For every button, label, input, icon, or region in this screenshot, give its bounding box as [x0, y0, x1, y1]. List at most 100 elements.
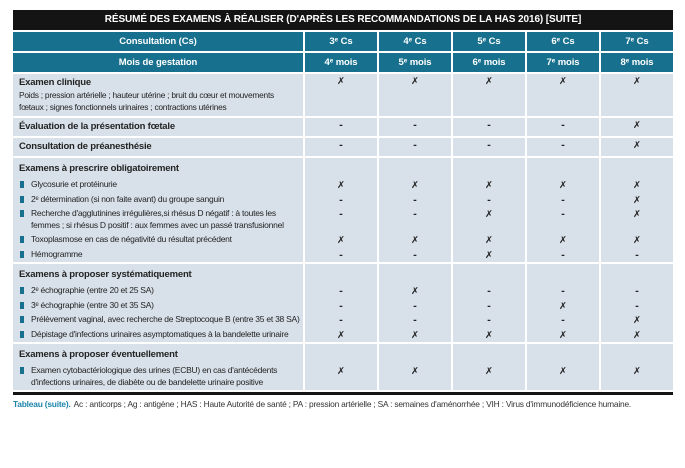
- mark-cell: -: [305, 207, 377, 233]
- mark-cell: ✗: [379, 74, 451, 116]
- empty-cell: [379, 344, 451, 364]
- mark-cell: ✗: [453, 207, 525, 233]
- bullet-square-icon: [20, 367, 24, 374]
- header-month-7: 7ᵉ mois: [527, 53, 599, 72]
- item-label-cell: Examen cytobactériologique des urines (E…: [13, 364, 303, 390]
- section-title: Examens à proposer systématiquement: [13, 264, 303, 284]
- header-cs-7: 7ᵉ Cs: [601, 32, 673, 51]
- mark-cell: ✗: [601, 178, 673, 193]
- table-caption: Tableau (suite). Ac : anticorps ; Ag : an…: [13, 399, 673, 410]
- mark-cell: -: [453, 298, 525, 313]
- mark-cell: ✗: [379, 233, 451, 248]
- item-label: 3ᵉ échographie (entre 30 et 35 SA): [31, 299, 154, 310]
- mark-cell: -: [379, 247, 451, 262]
- mark-cell: -: [527, 192, 599, 207]
- mark-cell: -: [379, 298, 451, 313]
- item-label-cell: Toxoplasmose en cas de négativité du rés…: [13, 233, 303, 248]
- header-gestation-label: Mois de gestation: [13, 53, 303, 72]
- bullet-square-icon: [20, 195, 24, 203]
- mark-cell: -: [527, 247, 599, 262]
- mark-cell: -: [305, 138, 377, 156]
- mark-cell: -: [527, 207, 599, 233]
- mark-cell: ✗: [601, 364, 673, 390]
- row-title: Examen clinique: [19, 77, 91, 88]
- empty-cell: [453, 264, 525, 284]
- mark-cell: -: [601, 298, 673, 313]
- mark-cell: ✗: [601, 74, 673, 116]
- item-label: 2ᵉ détermination (si non faite avant) du…: [31, 193, 225, 204]
- mark-cell: -: [305, 192, 377, 207]
- mark-cell: -: [453, 118, 525, 136]
- bullet-square-icon: [20, 301, 24, 309]
- item-label: Toxoplasmose en cas de négativité du rés…: [31, 234, 232, 244]
- bullet-square-icon: [20, 287, 24, 294]
- item-label-cell: Dépistage d'infections urinaires asympto…: [13, 327, 303, 342]
- item-label: 2ᵉ échographie (entre 20 et 25 SA): [31, 285, 154, 295]
- header-consultation-row: Consultation (Cs) 3ᵉ Cs 4ᵉ Cs 5ᵉ Cs 6ᵉ C…: [13, 32, 673, 51]
- header-cs-5: 5ᵉ Cs: [453, 32, 525, 51]
- row-label-cell: Examen clinique Poids ; pression artériel…: [13, 74, 303, 116]
- mark-cell: ✗: [527, 233, 599, 248]
- caption-lead: Tableau (suite).: [13, 399, 71, 409]
- table-row: Consultation de préanesthésie - - - - ✗: [13, 138, 673, 156]
- mark-cell: -: [305, 298, 377, 313]
- exam-summary-table: RÉSUMÉ DES EXAMENS À RÉALISER (D'APRÈS L…: [13, 10, 673, 395]
- bullet-square-icon: [20, 250, 24, 258]
- header-month-4: 4ᵉ mois: [305, 53, 377, 72]
- mark-cell: ✗: [453, 364, 525, 390]
- section-title: Examens à proposer éventuellement: [13, 344, 303, 364]
- mark-cell: ✗: [379, 327, 451, 342]
- mark-cell: ✗: [453, 178, 525, 193]
- header-month-5: 5ᵉ mois: [379, 53, 451, 72]
- mark-cell: -: [379, 313, 451, 328]
- mark-cell: ✗: [305, 178, 377, 193]
- mark-cell: ✗: [527, 327, 599, 342]
- item-label-cell: Prélèvement vaginal, avec recherche de S…: [13, 313, 303, 328]
- empty-cell: [527, 264, 599, 284]
- empty-cell: [379, 158, 451, 178]
- mark-cell: -: [379, 118, 451, 136]
- mark-cell: ✗: [601, 138, 673, 156]
- mark-cell: -: [379, 138, 451, 156]
- mark-cell: ✗: [527, 298, 599, 313]
- table-body: Examen clinique Poids ; pression artériel…: [13, 74, 673, 390]
- empty-cell: [527, 344, 599, 364]
- mark-cell: -: [453, 138, 525, 156]
- bullet-square-icon: [20, 316, 24, 323]
- table-row: Examen clinique Poids ; pression artériel…: [13, 74, 673, 116]
- mark-cell: -: [453, 192, 525, 207]
- header-cs-4: 4ᵉ Cs: [379, 32, 451, 51]
- mark-cell: -: [453, 284, 525, 299]
- mark-cell: -: [379, 207, 451, 233]
- mark-cell: -: [305, 284, 377, 299]
- empty-cell: [601, 264, 673, 284]
- mark-cell: -: [601, 247, 673, 262]
- mark-cell: ✗: [305, 233, 377, 248]
- mark-cell: ✗: [601, 192, 673, 207]
- row-description: Poids ; pression artérielle ; hauteur ut…: [19, 90, 274, 112]
- mark-cell: -: [305, 118, 377, 136]
- empty-cell: [453, 344, 525, 364]
- header-gestation-row: Mois de gestation 4ᵉ mois 5ᵉ mois 6ᵉ moi…: [13, 53, 673, 72]
- bullet-square-icon: [20, 236, 24, 243]
- section-title: Examens à prescrire obligatoirement: [13, 158, 303, 178]
- mark-cell: ✗: [305, 327, 377, 342]
- mark-cell: ✗: [453, 233, 525, 248]
- item-label-cell: 3ᵉ échographie (entre 30 et 35 SA): [13, 298, 303, 313]
- section-row: Examens à proposer systématiquement 2ᵉ éc…: [13, 264, 673, 342]
- mark-cell: -: [601, 284, 673, 299]
- table-bottom-rule: [13, 392, 673, 395]
- item-label: Hémogramme: [31, 248, 83, 259]
- empty-cell: [601, 344, 673, 364]
- mark-cell: ✗: [379, 364, 451, 390]
- mark-cell: ✗: [305, 74, 377, 116]
- mark-cell: ✗: [527, 74, 599, 116]
- item-label: Prélèvement vaginal, avec recherche de S…: [31, 314, 300, 324]
- header-month-6: 6ᵉ mois: [453, 53, 525, 72]
- item-label-cell: Glycosurie et protéinurie: [13, 178, 303, 193]
- item-label: Recherche d'agglutinines irrégulières,si…: [31, 208, 284, 230]
- mark-cell: -: [305, 247, 377, 262]
- mark-cell: ✗: [527, 364, 599, 390]
- empty-cell: [305, 158, 377, 178]
